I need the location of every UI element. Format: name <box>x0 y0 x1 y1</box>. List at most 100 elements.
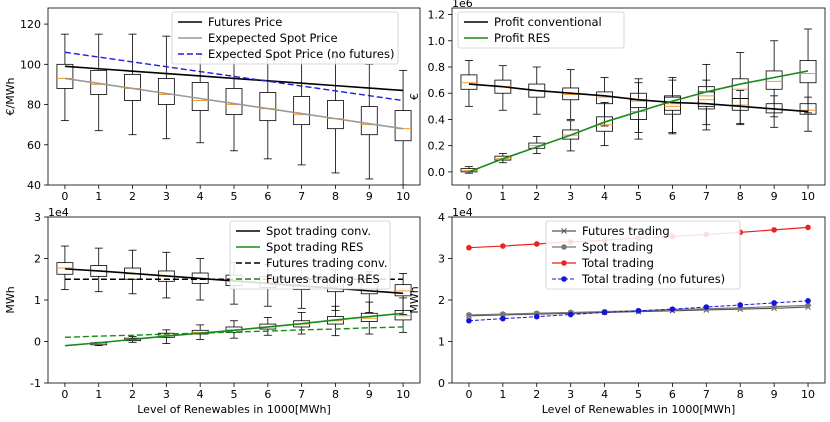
legend-profit: Profit conventional Profit RES <box>457 11 625 49</box>
point-totals-1-1 <box>500 311 506 317</box>
box-profit-4 <box>596 77 613 127</box>
box-iqr <box>697 86 715 110</box>
x-tick-label: 5 <box>635 190 642 203</box>
box-price-0 <box>56 33 74 122</box>
x-tick-label: 3 <box>567 388 574 401</box>
box-iqr <box>191 82 209 111</box>
panel-volume: 0 1 2 3 4 5 6 7 8 9 10 -1 0 1 2 3 1e4 MWh Level of Renewab… <box>4 206 421 416</box>
box-profit-3 <box>562 69 580 120</box>
legend-entry: Profit RES <box>494 31 550 45</box>
legend-entry: Expepected Spot Price <box>208 31 338 45</box>
axis-exponent: 1e4 <box>452 206 473 219</box>
box-volume-0 <box>56 245 74 291</box>
box-iqr <box>765 70 783 90</box>
box-iqr <box>259 92 277 122</box>
point-totals-3-1 <box>500 315 506 322</box>
x-tick-label: 9 <box>771 388 778 401</box>
legend-box <box>171 11 399 65</box>
x-tick-label: 5 <box>231 190 238 203</box>
x-tick-label: 0 <box>465 190 472 203</box>
legend-entry: Profit conventional <box>494 15 602 29</box>
box-profit-0 <box>460 60 478 107</box>
x-tick-label: 5 <box>635 388 642 401</box>
series-line-price-2 <box>64 51 404 102</box>
axis-exponent: 1e6 <box>452 0 473 10</box>
legend-entry: Futures trading RES <box>266 272 380 286</box>
legend-totals: Futures trading Spot trading Total trading… <box>545 220 741 290</box>
y-tick-label: 0.6 <box>428 87 446 100</box>
box-volume-2 <box>124 249 141 295</box>
point-totals-3-0 <box>466 317 472 324</box>
legend-entry: Spot trading RES <box>266 240 363 254</box>
y-axis-label: € <box>408 93 421 100</box>
legend-marker <box>561 260 567 266</box>
legend-box <box>457 11 625 49</box>
x-tick-label: 0 <box>61 388 68 401</box>
box-iqr <box>596 116 613 132</box>
point-totals-2-9 <box>771 227 777 233</box>
box-iqr <box>596 91 613 105</box>
y-tick-label: -1 <box>30 377 41 390</box>
y-axis-label: MWh <box>4 286 17 313</box>
box-price-2 <box>124 33 141 136</box>
legend-marker <box>561 244 567 250</box>
y-tick-label: 60 <box>27 139 41 152</box>
point-totals-3-5 <box>635 307 642 314</box>
plot-area-totals <box>466 224 811 324</box>
legend-entry: Futures Price <box>208 15 282 29</box>
y-tick-label: 4 <box>438 211 445 224</box>
x-tick-label: 2 <box>533 190 540 203</box>
y-axis-label: MWh <box>408 286 421 313</box>
box-profit-17 <box>664 77 681 135</box>
box-iqr <box>225 88 243 116</box>
box-profit-21 <box>799 28 817 114</box>
box-iqr <box>56 63 74 89</box>
x-tick-label: 10 <box>396 388 410 401</box>
box-price-8 <box>327 55 344 174</box>
x-tick-label: 5 <box>231 388 238 401</box>
panel-profit: 0 1 2 3 4 5 6 7 8 9 10 0.0 0.2 0.4 0.6 0.8 1.0 1.2 1e6 € Pro… <box>408 0 826 203</box>
series-line-price-0 <box>64 65 404 92</box>
legend-entry: Total trading <box>581 256 654 270</box>
x-tick-label: 1 <box>499 190 506 203</box>
x-tick-label: 9 <box>771 190 778 203</box>
box-profit-20 <box>765 40 783 118</box>
box-price-7 <box>293 55 311 166</box>
box-iqr <box>664 96 681 115</box>
legend-entry: Futures trading <box>582 224 670 238</box>
y-tick-label: 0.0 <box>428 166 446 179</box>
y-tick-label: 0.4 <box>428 113 446 126</box>
x-tick-label: 1 <box>95 388 102 401</box>
y-tick-label: 2 <box>438 294 445 307</box>
series-line-profit-1 <box>468 70 809 173</box>
x-tick-label: 2 <box>129 190 136 203</box>
y-tick-label: 40 <box>27 179 41 192</box>
series-line-volume-1 <box>64 312 404 347</box>
box-iqr <box>327 100 344 130</box>
box-profit-18 <box>697 63 715 131</box>
legend-entry: Futures trading conv. <box>266 256 388 270</box>
point-totals-3-3 <box>567 311 574 318</box>
x-tick-label: 7 <box>298 190 305 203</box>
x-tick-label: 3 <box>567 190 574 203</box>
box-price-9 <box>360 63 378 180</box>
legend-entry: Spot trading <box>582 240 653 254</box>
series-line-profit-0 <box>468 83 809 113</box>
legend-marker <box>561 228 567 234</box>
legend-box <box>545 220 741 290</box>
point-totals-3-8 <box>737 302 744 308</box>
legend-box <box>229 220 391 290</box>
y-tick-label: 0.8 <box>428 61 446 74</box>
x-tick-label: 4 <box>601 190 608 203</box>
point-totals-3-9 <box>771 300 777 306</box>
x-tick-label: 9 <box>366 190 373 203</box>
x-tick-label: 4 <box>601 388 608 401</box>
box-profit-19 <box>731 52 749 124</box>
box-price-3 <box>157 35 175 140</box>
point-totals-3-4 <box>601 309 608 316</box>
x-tick-label: 6 <box>669 388 676 401</box>
point-totals-2-10 <box>805 224 811 231</box>
x-axis-label: Level of Renewables in 1000[MWh] <box>542 403 736 416</box>
x-tick-label: 8 <box>332 190 339 203</box>
